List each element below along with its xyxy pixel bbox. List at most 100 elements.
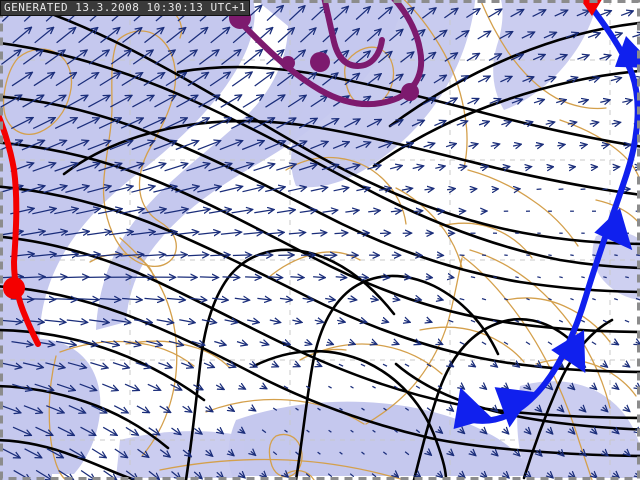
wind-arrow xyxy=(90,362,107,368)
wind-arrow xyxy=(247,320,259,322)
wind-arrow xyxy=(470,276,476,279)
wind-arrow xyxy=(201,320,216,323)
wind-arrow xyxy=(344,119,359,128)
wind-arrow xyxy=(556,100,566,103)
wind-arrow xyxy=(12,426,31,435)
wind-arrow xyxy=(98,118,121,129)
wind-arrow xyxy=(98,254,121,256)
wind-arrow xyxy=(422,53,436,63)
wind-arrow xyxy=(602,451,607,456)
wind-arrow xyxy=(215,385,224,389)
wind-arrow xyxy=(632,33,640,37)
wind-arrow xyxy=(80,426,96,435)
wind-arrow xyxy=(123,341,141,345)
wind-arrow xyxy=(148,470,159,479)
wind-arrow xyxy=(46,405,63,413)
wind-arrow xyxy=(389,120,403,127)
wind-arrow xyxy=(548,429,553,434)
wind-arrow xyxy=(164,209,188,215)
wind-arrow xyxy=(314,320,323,322)
wind-arrow xyxy=(122,299,142,300)
wind-arrow xyxy=(360,363,366,367)
wind-arrow xyxy=(288,233,305,234)
wind-arrow xyxy=(131,141,154,151)
wind-arrow xyxy=(569,473,575,478)
wind-arrow xyxy=(383,407,387,411)
wind-arrow xyxy=(470,319,476,323)
wind-arrow xyxy=(276,118,296,129)
wind-arrow xyxy=(176,95,198,108)
wind-arrow xyxy=(132,96,153,108)
wind-arrow xyxy=(525,341,531,346)
wind-arrow xyxy=(444,98,457,105)
wind-arrow xyxy=(547,167,553,168)
wind-arrow xyxy=(77,299,98,300)
wind-arrow xyxy=(424,189,434,190)
wind-arrow xyxy=(175,232,198,235)
wind-arrow xyxy=(623,145,630,146)
wind-arrow xyxy=(191,341,205,345)
wind-arrow xyxy=(333,7,348,21)
coast-britain xyxy=(102,30,177,268)
wind-arrow xyxy=(504,429,509,434)
border-spain-france xyxy=(125,340,231,369)
wind-arrow xyxy=(366,74,381,85)
wind-arrow xyxy=(100,28,120,44)
wind-arrow xyxy=(120,164,144,172)
wind-arrow xyxy=(339,451,343,455)
wind-arrow xyxy=(11,118,32,130)
isobar-line xyxy=(0,384,170,450)
wind-arrow xyxy=(0,320,22,322)
wind-arrow xyxy=(110,96,131,108)
wind-arrow xyxy=(299,210,316,212)
wind-arrow xyxy=(322,73,337,86)
wind-arrow xyxy=(165,73,186,87)
wind-arrow xyxy=(290,277,303,278)
wind-arrow xyxy=(0,95,22,108)
isobar-line xyxy=(252,349,448,480)
wind-arrow xyxy=(394,429,398,433)
occluded-front-marker xyxy=(281,56,295,70)
wind-arrow xyxy=(416,473,421,477)
wind-arrow xyxy=(87,186,110,193)
wind-arrow xyxy=(559,276,563,279)
isobar-line xyxy=(184,248,396,480)
wind-arrow xyxy=(404,451,410,456)
wind-arrow xyxy=(622,100,631,102)
wind-arrow xyxy=(380,277,389,278)
wind-arrow-layer xyxy=(0,5,640,480)
precip-corsica-sea xyxy=(116,431,244,478)
wind-arrow xyxy=(99,73,120,87)
wind-arrow xyxy=(305,385,311,389)
wind-arrow xyxy=(361,407,365,411)
wind-arrow xyxy=(77,73,98,87)
wind-arrow xyxy=(265,187,285,193)
wind-arrow xyxy=(32,209,55,215)
wind-arrow xyxy=(599,55,611,59)
wind-arrow xyxy=(471,364,475,367)
wind-arrow xyxy=(603,364,607,367)
wind-arrow xyxy=(515,276,519,279)
wind-arrow xyxy=(54,254,78,256)
wind-arrow xyxy=(69,448,85,458)
wind-arrow xyxy=(401,188,412,190)
wind-arrow xyxy=(349,473,355,478)
wind-arrow xyxy=(228,407,234,411)
wind-arrow xyxy=(448,319,454,323)
wind-arrow xyxy=(355,142,370,149)
wind-arrow xyxy=(525,167,531,168)
wind-arrow xyxy=(212,298,228,300)
wind-arrow xyxy=(636,254,640,257)
wind-arrow xyxy=(210,28,230,44)
wind-arrow xyxy=(456,121,467,125)
wind-arrow xyxy=(592,429,597,434)
occluded-front-line xyxy=(215,0,425,108)
wind-arrow xyxy=(143,73,164,87)
wind-arrow xyxy=(393,385,399,389)
wind-arrow xyxy=(284,473,288,477)
wind-arrow xyxy=(481,341,487,345)
wind-arrow xyxy=(279,298,292,300)
